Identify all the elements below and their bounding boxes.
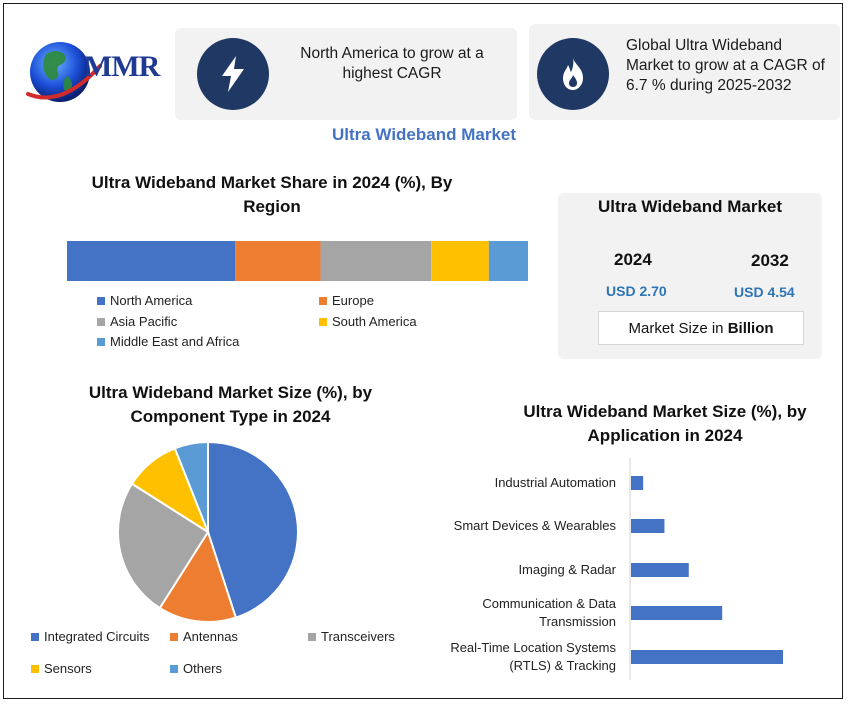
legend-swatch xyxy=(31,664,39,673)
year-2032-label: 2032 xyxy=(751,251,789,270)
legend-label: Antennas xyxy=(183,629,238,644)
app-category-label-line: Industrial Automation xyxy=(494,475,616,490)
app-category-label-line: Imaging & Radar xyxy=(518,562,616,577)
application-bar-chart xyxy=(629,458,783,680)
logo-text: MMR xyxy=(84,50,160,83)
legend-swatch xyxy=(97,337,105,346)
app-category-label: Real-Time Location Systems (RTLS) & Track… xyxy=(416,639,616,675)
flame-icon xyxy=(537,38,609,110)
legend-label: Integrated Circuits xyxy=(44,629,150,644)
globe-icon xyxy=(26,42,102,102)
mmr-logo: MMR xyxy=(22,36,162,116)
legend-item-middle-east-and-africa: Middle East and Africa xyxy=(97,334,239,349)
app-category-label: Imaging & Radar xyxy=(416,561,616,579)
app-category-label-line: (RTLS) & Tracking xyxy=(509,658,616,673)
app-category-label-line: Communication & Data xyxy=(482,596,616,611)
legend-label: North America xyxy=(110,293,193,308)
app-category-label: Industrial Automation xyxy=(416,474,616,492)
legend-swatch xyxy=(97,296,105,305)
legend-item-integrated-circuits: Integrated Circuits xyxy=(31,629,150,644)
region-chart-title: Ultra Wideband Market Share in 2024 (%),… xyxy=(91,173,453,216)
pie-slice-integrated-circuits xyxy=(207,441,299,619)
region-segment-asia-pacific xyxy=(320,241,432,281)
pie-slice-antennas xyxy=(158,529,238,623)
lightning-bolt-icon xyxy=(197,38,269,110)
region-segment-south-america xyxy=(431,241,489,281)
value-2024: USD 2.70 xyxy=(606,283,667,299)
market-size-unit: Market Size in Billion xyxy=(598,311,804,345)
legend-label: Others xyxy=(183,661,223,676)
info-card-cagr: Global Ultra Wideband Market to grow at … xyxy=(529,24,840,120)
application-chart-title: Ultra Wideband Market Size (%), by Appli… xyxy=(523,402,807,445)
legend-item-asia-pacific: Asia Pacific xyxy=(97,314,177,329)
pie-slice-others xyxy=(173,441,209,533)
app-category-label-line: Real-Time Location Systems xyxy=(450,640,616,655)
region-segment-north-america xyxy=(67,241,236,281)
year-2024-label: 2024 xyxy=(614,250,652,269)
component-chart-title: Ultra Wideband Market Size (%), by Compo… xyxy=(88,383,373,426)
legend-swatch xyxy=(308,632,316,641)
cagr-text: Global Ultra Wideband Market to grow at … xyxy=(626,37,825,94)
region-segment-middle-east-and-africa xyxy=(488,241,528,281)
market-box-title: Ultra Wideband Market xyxy=(597,197,783,216)
infographic-frame xyxy=(3,3,843,699)
unit-prefix: Market Size in xyxy=(628,319,728,337)
legend-swatch xyxy=(319,296,327,305)
app-bar-industrial-automation xyxy=(631,476,644,490)
app-bar-imaging-radar xyxy=(631,563,689,577)
legend-swatch xyxy=(31,632,39,641)
legend-swatch xyxy=(170,664,178,673)
app-category-label-line: Transmission xyxy=(539,614,616,629)
legend-swatch xyxy=(170,632,178,641)
app-bar-smart-devices-wearables xyxy=(631,519,665,533)
app-category-label-line: Smart Devices & Wearables xyxy=(453,518,616,533)
app-bar-communication-data-transmission xyxy=(631,606,723,620)
legend-label: Sensors xyxy=(44,661,92,676)
market-size-box: Ultra Wideband Market 2024 USD 2.70 2032… xyxy=(558,193,822,359)
legend-swatch xyxy=(97,317,105,326)
info-card-growth: North America to grow at a highest CAGR xyxy=(175,28,517,120)
legend-label: Transceivers xyxy=(321,629,395,644)
app-category-label: Smart Devices & Wearables xyxy=(416,517,616,535)
legend-item-others: Others xyxy=(170,661,222,676)
app-category-label: Communication & Data Transmission xyxy=(416,595,616,631)
value-2032: USD 4.54 xyxy=(734,284,795,300)
legend-label: South America xyxy=(332,314,417,329)
legend-item-antennas: Antennas xyxy=(170,629,238,644)
growth-text: North America to grow at a highest CAGR xyxy=(300,45,484,82)
legend-label: Asia Pacific xyxy=(110,314,178,329)
main-title: Ultra Wideband Market xyxy=(331,125,517,144)
legend-label: Europe xyxy=(332,293,374,308)
pie-slice-transceivers xyxy=(117,482,210,610)
legend-item-transceivers: Transceivers xyxy=(308,629,395,644)
legend-item-south-america: South America xyxy=(319,314,417,329)
unit-bold: Billion xyxy=(727,319,774,337)
region-stacked-bar xyxy=(67,241,528,281)
legend-item-sensors: Sensors xyxy=(31,661,92,676)
component-pie-chart xyxy=(117,441,299,623)
legend-item-europe: Europe xyxy=(319,293,374,308)
legend-label: Middle East and Africa xyxy=(110,334,240,349)
region-segment-europe xyxy=(235,241,321,281)
legend-item-north-america: North America xyxy=(97,293,192,308)
legend-swatch xyxy=(319,317,327,326)
app-bar-real-time-location-systems-rtls-tracking xyxy=(631,650,783,664)
